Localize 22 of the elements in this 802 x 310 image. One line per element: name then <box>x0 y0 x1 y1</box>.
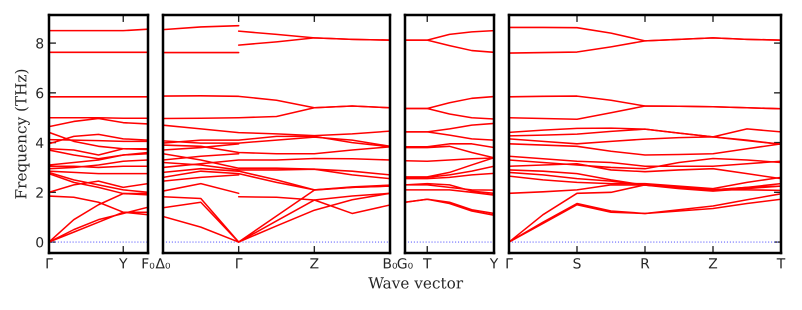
x-tick-label: Δ₀ <box>156 258 170 269</box>
y-tick-label: 8 <box>36 38 44 49</box>
x-tick-label: F₀ <box>142 258 154 269</box>
x-tick-label: Y <box>118 258 128 268</box>
y-axis-title: Frequency (THz) <box>14 70 30 199</box>
y-tick-label: 0 <box>36 237 44 248</box>
x-tick-label: B₀ <box>384 258 398 269</box>
x-axis-title: Wave vector <box>368 277 464 289</box>
x-tick-label: T <box>422 258 432 268</box>
x-tick-label: S <box>574 258 581 269</box>
x-tick-label: Γ <box>506 258 513 268</box>
x-tick-label: Γ <box>46 258 53 268</box>
x-tick-label: Γ <box>236 258 242 268</box>
x-tick-label: Z <box>310 258 318 268</box>
y-tick-label: 4 <box>36 138 44 148</box>
x-tick-label: R <box>642 258 650 268</box>
x-tick-label: G₀ <box>398 258 413 269</box>
x-tick-label: Y <box>490 258 498 268</box>
x-tick-label: T <box>776 258 786 268</box>
y-tick-label: 2 <box>36 187 43 198</box>
x-tick-label: Z <box>708 258 718 268</box>
y-tick-label: 6 <box>36 88 44 98</box>
